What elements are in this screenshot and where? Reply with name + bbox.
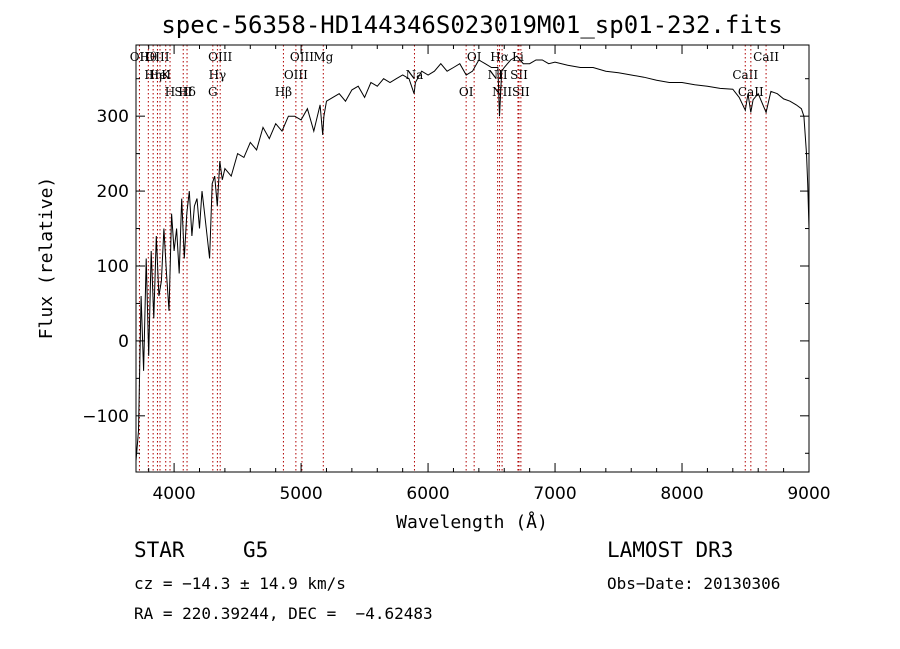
object-class: STAR [134,538,185,562]
spectral-line-label: Na [406,68,424,82]
y-tick-label: 300 [97,107,129,127]
spectral-line-label: SII [512,85,530,99]
spectral-line-label: OIII [145,50,169,64]
x-tick-label: 6000 [406,484,449,504]
spectrum-line [135,55,810,461]
spectral-line-label: HeI [149,68,172,82]
spectral-line-label: CaII [732,68,758,82]
spectral-line-label: OIII [208,50,232,64]
spectral-line-label: CaII [738,85,764,99]
x-axis-label: Wavelength (Å) [396,511,548,533]
spectral-line-markers: HθKHδOIIHeISIIOIIIHηHOIIIHγGOIIIOIIIHβMg… [130,45,779,472]
y-tick-label: 200 [97,182,129,202]
spectral-line-label: Hα [490,50,509,64]
spectral-line-label: OIII [284,68,308,82]
plot-frame [135,44,810,473]
x-tick-label: 8000 [660,484,703,504]
coordinates-readout: RA = 220.39244, DEC = −4.62483 [134,604,433,623]
redshift-readout: cz = −14.3 ± 14.9 km/s [134,574,346,593]
x-tick-label: 5000 [279,484,322,504]
spectral-line-label: Hη [144,68,162,82]
y-tick-label: −100 [82,407,129,427]
spectral-line-label: OI [467,50,482,64]
y-axis: −100 0 100 200 300 [82,78,809,454]
spectral-line-label: H [165,85,175,99]
x-tick-label: 7000 [533,484,576,504]
spectral-line-label: Hγ [209,68,227,82]
spectral-line-label: CaII [753,50,779,64]
spectral-line-label: Mg [313,50,333,64]
y-axis-label: Flux (relative) [36,177,57,340]
spectral-line-label: G [208,85,218,99]
spectral-line-label: Hβ [275,85,292,99]
spectrum-series [135,55,810,461]
x-tick-label: 4000 [152,484,195,504]
spectral-line-label: SII [174,85,192,99]
spectral-line-label: Hδ [178,85,196,99]
spectral-line-label: K [161,68,171,82]
x-tick-label: 9000 [787,484,830,504]
spectral-line-label: OI [459,85,474,99]
spectral-line-label: NII [492,85,512,99]
spectral-line-label: OIII [290,50,314,64]
chart-title: spec-56358-HD144346S023019M01_sp01-232.f… [161,11,782,39]
spectral-line-label: OII [130,50,150,64]
spectral-line-label: SII [510,68,528,82]
y-tick-label: 100 [97,257,129,277]
object-subclass: G5 [243,538,269,562]
survey-release: LAMOST DR3 [607,538,734,562]
x-axis: 4000 5000 6000 7000 8000 9000 [148,45,831,504]
observation-date: Obs−Date: 20130306 [607,574,781,593]
y-tick-label: 0 [118,332,129,352]
